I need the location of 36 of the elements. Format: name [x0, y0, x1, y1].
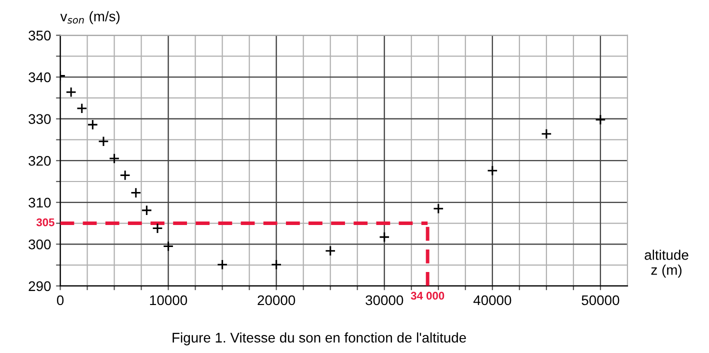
y-tick-label: 290	[28, 281, 51, 292]
point	[87, 119, 98, 130]
x-tick-label: 0	[56, 295, 64, 306]
point	[486, 165, 498, 176]
point	[541, 128, 552, 140]
point	[216, 259, 228, 270]
point	[152, 222, 163, 234]
point	[432, 203, 444, 214]
point	[141, 204, 152, 216]
point	[108, 153, 120, 164]
point	[595, 114, 606, 126]
x-tick-label: 50000	[582, 295, 620, 306]
x-tick-label: 10000	[150, 295, 188, 306]
point	[378, 232, 390, 242]
point	[98, 136, 109, 147]
y-axis-title: v$_{son}$ (m/s)	[60, 11, 120, 24]
point	[324, 245, 336, 256]
point	[66, 86, 76, 98]
x-tick-label: 20000	[258, 295, 296, 306]
point	[162, 240, 174, 252]
x-tick-label: 30000	[366, 295, 404, 306]
point	[130, 187, 142, 198]
ref-line-label: 34 000	[410, 292, 444, 300]
y-tick-label: 310	[28, 198, 51, 208]
point	[270, 259, 282, 270]
point	[76, 102, 88, 114]
y-tick-label: 330	[28, 114, 51, 124]
y-tick-label: 340	[28, 72, 51, 82]
point	[120, 170, 131, 181]
y-tick-label: 320	[28, 156, 51, 166]
x-tick-label: 40000	[473, 295, 512, 306]
ref-line-label: 305	[36, 218, 54, 226]
text: Figure 1. Vitesse du son en fonction de l'altitude	[172, 332, 466, 346]
y-tick-label: 350	[28, 30, 51, 40]
y-tick-label: 300	[28, 239, 51, 250]
x-axis-title: altitude z (m)	[644, 250, 688, 278]
